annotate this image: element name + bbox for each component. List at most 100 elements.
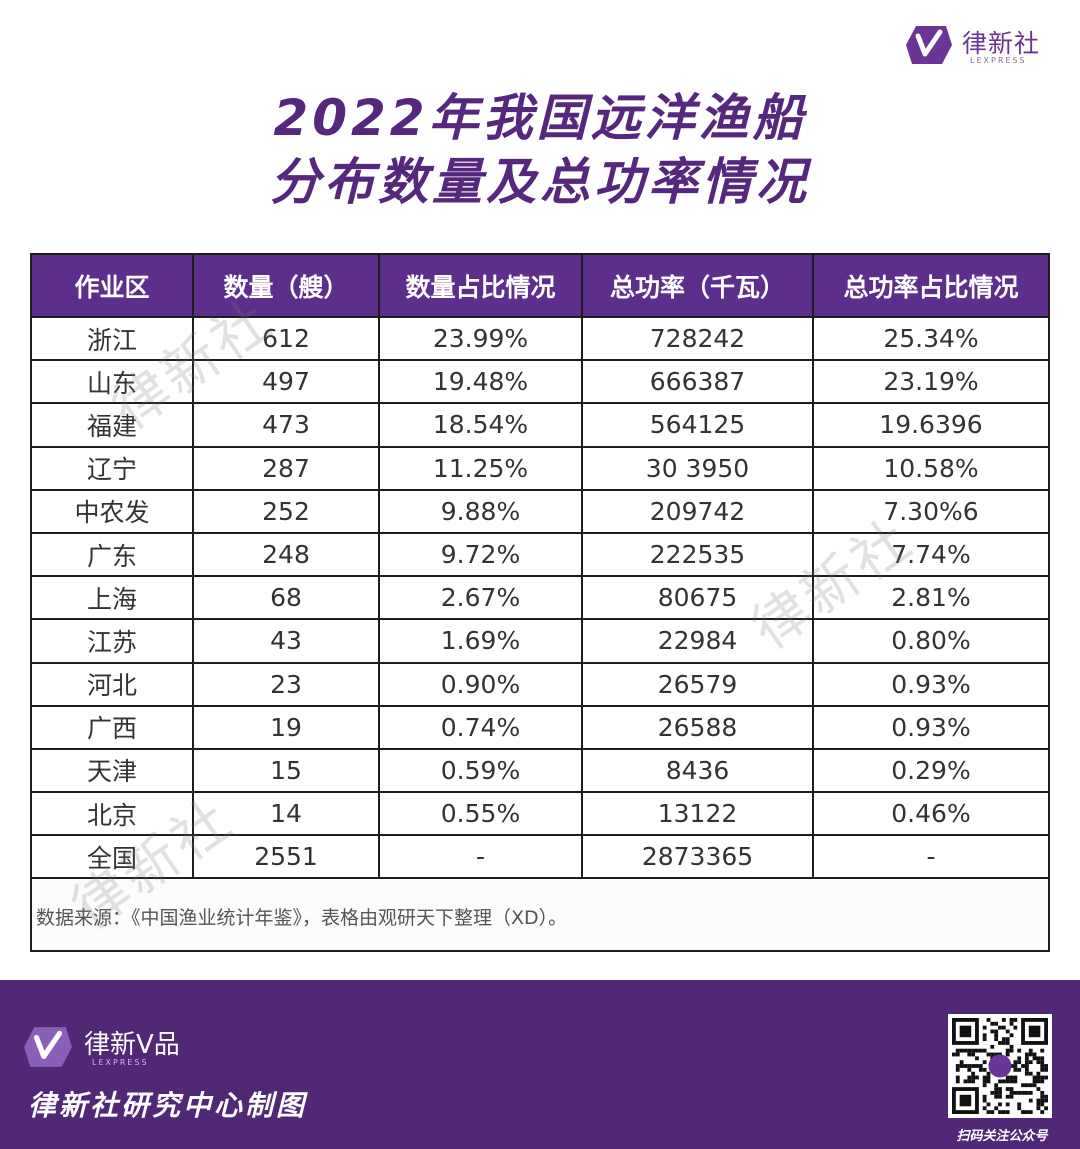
table-cell: 19.48% <box>379 359 583 404</box>
table-cell: 江苏 <box>32 618 194 663</box>
table-cell: 0.46% <box>813 791 1048 836</box>
table-cell: 2.81% <box>813 575 1048 620</box>
table-cell: 北京 <box>32 791 194 836</box>
table-cell: 287 <box>193 445 380 490</box>
table-cell: 9.72% <box>379 531 583 577</box>
table-row: 广西 19 0.74% 26588 0.93% <box>32 704 1048 749</box>
column-header: 数量（艘） <box>193 255 380 317</box>
table-cell: 9.88% <box>379 488 583 533</box>
column-header: 总功率占比情况 <box>813 255 1048 317</box>
table-cell: 0.80% <box>813 618 1048 663</box>
table-cell: 1.69% <box>379 618 583 663</box>
table-cell: 19 <box>193 704 380 749</box>
table-cell: 广西 <box>32 704 194 749</box>
qr-code-icon <box>952 1018 1048 1114</box>
table-cell: 0.29% <box>813 747 1048 793</box>
table-cell: 上海 <box>32 575 194 620</box>
table-cell: 252 <box>193 488 380 533</box>
table-cell: 2873365 <box>582 834 814 879</box>
table-cell: 19.6396 <box>813 402 1048 447</box>
table-cell: 0.74% <box>379 704 583 749</box>
table-cell: 248 <box>193 531 380 577</box>
table-row: 广东 248 9.72% 222535 7.74% <box>32 531 1048 577</box>
table-cell: 0.55% <box>379 791 583 836</box>
table-cell: 13122 <box>582 791 814 836</box>
table-cell: 23.19% <box>813 359 1048 404</box>
table-cell: 10.58% <box>813 445 1048 490</box>
source-note-row: 数据来源：《中国渔业统计年鉴》，表格由观研天下整理（XD）。 <box>32 877 1048 951</box>
table-cell: 0.93% <box>813 661 1048 706</box>
qr-caption: 扫码关注公众号 <box>956 1129 1048 1144</box>
brand-logo-icon <box>906 26 952 64</box>
table-cell: 河北 <box>32 661 194 706</box>
table-cell: 0.90% <box>379 661 583 706</box>
table-cell: 浙江 <box>32 315 194 361</box>
source-note: 数据来源：《中国渔业统计年鉴》，表格由观研天下整理（XD）。 <box>32 877 1048 951</box>
table-cell: 福建 <box>32 402 194 447</box>
table-cell: 26579 <box>582 661 814 706</box>
table-cell: 473 <box>193 402 380 447</box>
data-table-container: 作业区 数量（艘） 数量占比情况 总功率（千瓦） 总功率占比情况 浙江 612 23.99%… <box>30 253 1050 953</box>
footer-brand-sub: LEXPRESS <box>92 1058 149 1067</box>
table-cell: 山东 <box>32 359 194 404</box>
table-cell: 18.54% <box>379 402 583 447</box>
table-cell: 8436 <box>582 747 814 793</box>
table-cell: 666387 <box>582 359 814 404</box>
table-cell: 广东 <box>32 531 194 577</box>
table-cell: 2551 <box>193 834 380 879</box>
table-cell: 30 3950 <box>582 445 814 490</box>
table-cell: 辽宁 <box>32 445 194 490</box>
brand-sub: LEXPRESS <box>970 56 1027 65</box>
table-cell: 15 <box>193 747 380 793</box>
page-title-line1: 2022年我国远洋渔船 <box>273 89 807 147</box>
column-header: 作业区 <box>32 255 194 317</box>
table-cell: 0.93% <box>813 704 1048 749</box>
table-cell: 80675 <box>582 575 814 620</box>
footer-logo-icon <box>24 1027 72 1067</box>
table-row: 福建 473 18.54% 564125 19.6396 <box>32 402 1048 447</box>
table-row: 全国 2551-2873365- <box>32 834 1048 879</box>
table-row: 河北 23 0.90% 26579 0.93% <box>32 661 1048 706</box>
table-cell: 0.59% <box>379 747 583 793</box>
qr-code[interactable] <box>948 1014 1052 1118</box>
column-header: 数量占比情况 <box>379 255 583 317</box>
table-cell: 天津 <box>32 747 194 793</box>
table-row: 上海 68 2.67% 80675 2.81% <box>32 575 1048 620</box>
table-cell: 43 <box>193 618 380 663</box>
table-cell: 全国 <box>32 834 194 879</box>
data-table: 作业区 数量（艘） 数量占比情况 总功率（千瓦） 总功率占比情况 浙江 612 23.99%… <box>32 255 1048 951</box>
table-row: 天津 15 0.59% 8436 0.29% <box>32 747 1048 793</box>
table-cell: 728242 <box>582 315 814 361</box>
table-cell: 612 <box>193 315 380 361</box>
table-row: 辽宁 287 11.25% 30 3950 10.58% <box>32 445 1048 490</box>
footer: 律新V品 LEXPRESS 律新社研究中心制图 扫码关注公众号 <box>0 980 1080 1149</box>
table-row: 浙江 612 23.99% 728242 25.34% <box>32 315 1048 361</box>
table-cell: 564125 <box>582 402 814 447</box>
table-cell: 23 <box>193 661 380 706</box>
top-logo: 律新社 LEXPRESS <box>906 22 1056 72</box>
table-cell: 14 <box>193 791 380 836</box>
table-cell: 25.34% <box>813 315 1048 361</box>
table-cell: 222535 <box>582 531 814 577</box>
table-cell: 中农发 <box>32 488 194 533</box>
table-row: 北京 14 0.55% 13122 0.46% <box>32 791 1048 836</box>
table-cell: 7.74% <box>813 531 1048 577</box>
table-cell: 23.99% <box>379 315 583 361</box>
table-cell: 497 <box>193 359 380 404</box>
table-cell: 209742 <box>582 488 814 533</box>
table-cell: 68 <box>193 575 380 620</box>
table-cell: 7.30%6 <box>813 488 1048 533</box>
footer-brand: 律新V品 <box>84 1030 180 1060</box>
page-title-line2: 分布数量及总功率情况 <box>270 153 810 211</box>
table-cell: 2.67% <box>379 575 583 620</box>
table-cell: 22984 <box>582 618 814 663</box>
table-cell: - <box>813 834 1048 879</box>
table-row: 江苏 43 1.69% 22984 0.80% <box>32 618 1048 663</box>
footer-credit: 律新社研究中心制图 <box>28 1089 308 1122</box>
brand-name: 律新社 <box>962 29 1041 58</box>
table-cell: 26588 <box>582 704 814 749</box>
table-cell: - <box>379 834 583 879</box>
table-row: 山东 497 19.48% 666387 23.19% <box>32 359 1048 404</box>
column-header: 总功率（千瓦） <box>582 255 814 317</box>
table-row: 中农发 252 9.88% 209742 7.30%6 <box>32 488 1048 533</box>
